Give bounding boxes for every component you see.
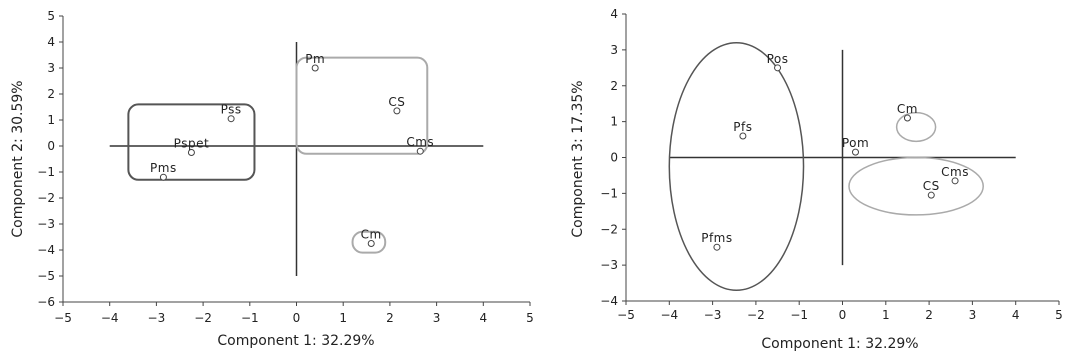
x-tick-label: −1 — [241, 311, 259, 325]
y-tick-label: 0 — [47, 139, 55, 153]
point-label: Cms — [941, 165, 969, 179]
group-ellipse — [668, 41, 805, 291]
data-point — [187, 149, 195, 156]
point-label: Pfms — [701, 231, 732, 245]
data-point — [393, 107, 401, 115]
data-point — [774, 64, 782, 72]
x-tick-label: 4 — [479, 311, 487, 325]
x-tick-label: −4 — [101, 311, 119, 325]
point-label: Cms — [406, 135, 434, 149]
point-label: Pom — [842, 136, 869, 150]
point-label: Pss — [221, 103, 242, 117]
x-tick-label: −4 — [660, 308, 678, 322]
y-tick-label: −1 — [600, 186, 618, 200]
y-tick-label: 5 — [47, 9, 55, 23]
data-point — [367, 240, 375, 247]
y-tick-label: 1 — [47, 113, 55, 127]
point-label: CS — [388, 95, 405, 109]
group-ellipse — [848, 156, 984, 216]
data-point — [416, 147, 424, 155]
x-tick-label: −5 — [54, 311, 72, 325]
x-tick-label: 3 — [969, 308, 977, 322]
y-tick-label: 4 — [610, 7, 618, 21]
y-axis-title: Component 2: 30.59% — [10, 80, 26, 237]
y-tick-label: 1 — [610, 115, 618, 129]
data-point — [227, 115, 235, 123]
y-tick-label: −4 — [37, 243, 55, 257]
left-chart: −5 −4 −3 −2 −1 0 1 2 3 4 5 −6 −5 −4 −3 −2 −1 0 1 2 3 4 5 Pm CS Cm… — [10, 9, 534, 349]
point-label: Cm — [361, 228, 382, 242]
x-tick-label: 3 — [433, 311, 441, 325]
x-tick-label: 5 — [1055, 308, 1063, 322]
point-label: Pspet — [174, 137, 209, 151]
point-label: Cm — [897, 102, 918, 116]
point-label: Pms — [150, 161, 177, 175]
point-label: Pfs — [733, 120, 752, 134]
x-tick-label: −2 — [194, 311, 212, 325]
y-tick-label: −2 — [600, 222, 618, 236]
group-outline — [351, 230, 387, 254]
y-tick-label: −5 — [37, 269, 55, 283]
y-tick-label: 3 — [610, 43, 618, 57]
group-outline — [295, 56, 429, 155]
x-tick-label: −2 — [747, 308, 765, 322]
y-tick-label: 4 — [47, 35, 55, 49]
data-point — [851, 148, 859, 156]
x-tick-label: 0 — [839, 308, 847, 322]
data-point — [713, 243, 721, 251]
y-tick-label: −3 — [600, 258, 618, 272]
data-point — [927, 191, 935, 199]
x-axis-title: Component 1: 32.29% — [761, 336, 918, 352]
data-point — [159, 173, 167, 181]
x-tick-label: 0 — [293, 311, 301, 325]
group-outline — [127, 103, 256, 181]
x-tick-label: 4 — [1012, 308, 1020, 322]
data-point — [951, 177, 959, 185]
right-chart: −5 −4 −3 −2 −1 0 1 2 3 4 5−4−3−2−101234PosPfsPomCm… — [570, 7, 1063, 352]
y-tick-label: −2 — [37, 191, 55, 205]
data-point — [739, 132, 747, 140]
x-tick-label: 5 — [526, 311, 534, 325]
x-tick-label: −1 — [790, 308, 808, 322]
y-tick-label: −1 — [37, 165, 55, 179]
y-tick-label: −6 — [37, 295, 55, 309]
y-tick-label: 3 — [47, 61, 55, 75]
x-axis-title: Component 1: 32.29% — [217, 333, 374, 349]
x-tick-label: 1 — [339, 311, 347, 325]
x-tick-label: −3 — [704, 308, 722, 322]
x-tick-label: 1 — [882, 308, 890, 322]
y-tick-label: 0 — [610, 151, 618, 165]
y-tick-label: −3 — [37, 217, 55, 231]
y-axis-title: Component 3: 17.35% — [570, 80, 586, 237]
x-tick-label: 2 — [925, 308, 933, 322]
x-tick-label: −5 — [617, 308, 635, 322]
y-tick-label: 2 — [610, 79, 618, 93]
group-ellipse — [895, 111, 937, 143]
data-point — [903, 114, 911, 122]
data-point — [311, 64, 319, 72]
x-tick-label: 2 — [386, 311, 394, 325]
y-tick-label: −4 — [600, 294, 618, 308]
point-label: Pm — [305, 52, 325, 66]
y-tick-label: 2 — [47, 87, 55, 101]
x-tick-label: −3 — [148, 311, 166, 325]
point-label: CS — [923, 179, 940, 193]
point-label: Pos — [767, 52, 789, 66]
